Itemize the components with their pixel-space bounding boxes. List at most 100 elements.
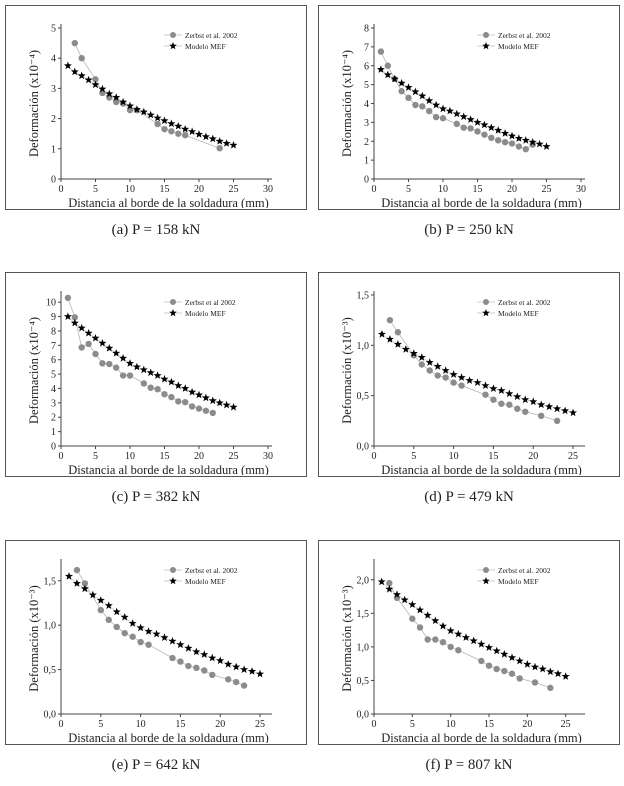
model-point [181,384,190,392]
x-tick-label: 30 [263,451,273,462]
exp-point [482,391,489,398]
exp-point [137,638,144,646]
model-point [229,403,238,411]
model-point [521,395,530,404]
exp-point [71,39,79,47]
x-tick-label: 20 [528,451,538,462]
exp-point [501,667,508,675]
legend-star-icon [169,42,177,50]
model-point [416,605,424,614]
model-point [174,381,183,389]
model-point [508,653,516,661]
series-line [388,582,551,689]
exp-point [78,344,85,351]
model-point [77,71,86,80]
model-point [184,644,193,652]
exp-point [85,340,92,348]
y-tick-label: 2 [364,137,369,148]
exp-point [394,329,402,336]
exp-point [113,364,120,371]
model-point [425,358,434,366]
exp-point [553,417,561,425]
model-point [104,601,113,609]
series-line [381,581,566,677]
model-point [168,637,177,645]
legend-star-icon [482,577,490,585]
x-tick-label: 5 [406,184,411,195]
legend-star-icon [169,577,177,585]
model-point [160,633,169,641]
model-point [63,312,72,320]
exp-point [495,137,502,144]
exp-point [126,372,134,379]
model-point [513,392,522,401]
legend-star-icon [482,42,490,50]
exp-point [97,606,105,614]
exp-point [161,391,168,398]
x-tick-label: 25 [255,719,265,730]
x-tick-label: 25 [229,184,239,195]
model-point [521,136,530,144]
y-tick-label: 0 [51,442,56,453]
chart-panel: 0 5 10 15 20 25 30 0 1 2 3 4 5 Distancia al borde de … [5,5,307,210]
model-point [446,626,455,635]
exp-point [453,120,460,128]
series-line [67,316,234,408]
model-point [554,669,562,678]
legend-circle-icon [170,299,176,305]
model-point [215,398,224,407]
series-line [380,69,547,147]
y-tick-label: 2 [51,114,56,125]
exp-point [185,662,192,670]
series-line [381,333,574,414]
exp-point [119,372,127,379]
exp-point [106,360,113,368]
exp-point [175,398,182,405]
model-point [411,87,420,96]
model-point [408,600,417,608]
model-point [523,660,532,668]
model-point [65,572,73,580]
model-point [480,120,489,129]
x-tick-label: 25 [229,451,239,462]
model-point [477,640,486,648]
series-line [380,51,533,150]
x-tick-label: 15 [160,184,170,195]
y-tick-label: 5 [364,80,369,91]
y-tick-label: 8 [364,24,369,35]
model-point [216,656,225,665]
model-point [144,627,153,635]
exp-point [455,647,462,654]
model-point [63,61,72,70]
exp-point [73,566,81,574]
x-tick-label: 10 [125,451,135,462]
model-point [248,667,257,675]
x-tick-label: 25 [568,451,578,462]
model-point [215,137,224,145]
y-tick-label: 3 [51,398,56,409]
exp-point [493,665,500,673]
x-tick-label: 0 [59,719,64,730]
x-tick-label: 10 [125,184,135,195]
model-point [485,643,493,651]
model-point [546,667,555,676]
y-tick-label: 4 [364,99,369,110]
y-tick-label: 0,5 [357,676,370,687]
exp-point [232,678,240,686]
x-tick-label: 0 [372,719,377,730]
y-tick-label: 0,0 [357,442,370,453]
exp-point [531,679,539,686]
x-axis-label: Distancia al borde de la soldadura (mm) [381,731,582,743]
series-line [74,42,220,149]
exp-point [126,106,134,114]
model-point [433,362,442,370]
legend-label: Modelo MEF [498,309,539,318]
model-point [91,80,100,89]
model-point [70,67,79,76]
y-axis-label: Deformación (x10⁻⁴) [27,317,41,424]
exp-point [168,128,175,135]
legend-label: Modelo MEF [185,309,226,318]
exp-point [169,654,176,662]
